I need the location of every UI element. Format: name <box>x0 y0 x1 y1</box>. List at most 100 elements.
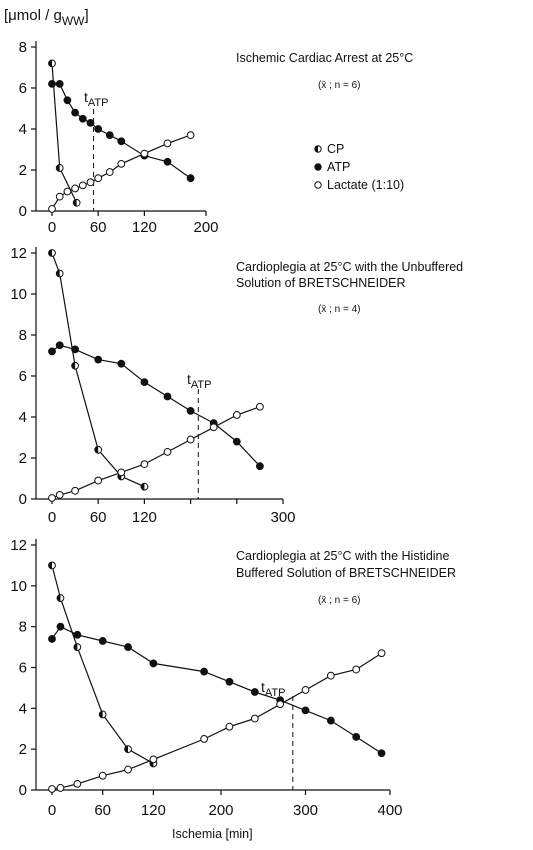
panel-note: (x̄ ; n = 6) <box>318 80 361 91</box>
atp-point <box>94 125 103 133</box>
lactate-point <box>86 178 95 187</box>
y-tick-label: 12 <box>10 245 27 262</box>
y-tick-label: 12 <box>10 537 27 554</box>
atp-point <box>48 347 56 356</box>
legend-label: CP <box>327 142 344 156</box>
x-tick-label: 0 <box>48 802 56 819</box>
atp-point <box>117 359 126 368</box>
legend-label: Lactate (1:10) <box>327 178 404 192</box>
atp-point <box>117 137 126 146</box>
y-tick-label: 0 <box>19 782 27 799</box>
lactate-point <box>78 181 87 190</box>
y-tick-label: 4 <box>19 409 27 426</box>
panel-note: (x̄ ; n = 6) <box>318 595 361 606</box>
atp-point <box>78 114 87 123</box>
x-tick-label: 60 <box>94 802 111 819</box>
atp-point <box>94 355 103 364</box>
t-atp-label: tATP <box>84 89 108 109</box>
atp-point <box>352 733 361 741</box>
t-atp-label: tATP <box>261 679 285 699</box>
cp-point <box>48 561 56 570</box>
lactate-point <box>301 686 310 694</box>
atp-point <box>163 392 172 401</box>
atp-point <box>71 108 79 117</box>
y-unit-label: [μmol / gWW] <box>4 7 89 28</box>
lactate-point <box>225 722 234 731</box>
y-tick-label: 4 <box>19 700 27 717</box>
lactate-point <box>186 435 195 444</box>
atp-point <box>71 345 79 354</box>
y-tick-label: 6 <box>19 660 27 677</box>
lactate-point <box>163 447 172 456</box>
cp-point <box>55 269 64 278</box>
y-tick-label: 10 <box>10 578 27 595</box>
panel-ischemic-arrest: Ischemic Cardiac Arrest at 25°C (x̄ ; n … <box>19 39 414 236</box>
lactate-point <box>140 149 149 158</box>
legend-marker-open <box>314 181 322 189</box>
panel-unbuffered: Cardioplegia at 25°C with the Unbuffered… <box>10 245 463 526</box>
lactate-point <box>209 423 218 432</box>
lactate-point <box>377 649 386 658</box>
atp-point <box>55 341 64 350</box>
atp-point <box>163 157 172 166</box>
lactate-point <box>56 784 65 792</box>
x-tick-label: 400 <box>377 802 402 819</box>
cp-point <box>48 249 56 257</box>
cp-point <box>73 643 82 651</box>
panel-title-line: Buffered Solution of BRETSCHNEIDER <box>236 566 456 580</box>
atp-point <box>48 635 56 643</box>
lactate-point <box>105 168 114 176</box>
lactate-point <box>55 491 64 499</box>
panel-title-line: Cardioplegia at 25°C with the Unbuffered <box>236 260 463 274</box>
cp-point <box>72 198 81 207</box>
y-tick-label: 8 <box>19 619 27 636</box>
x-tick-label: 120 <box>132 219 157 236</box>
atp-point <box>63 96 72 105</box>
x-tick-label: 0 <box>48 219 56 236</box>
atp-point <box>56 622 65 631</box>
lactate-point <box>149 755 158 764</box>
lactate-point <box>276 700 285 709</box>
x-tick-label: 300 <box>270 509 295 526</box>
cp-point <box>124 745 132 754</box>
lactate-point <box>48 205 56 213</box>
lactate-point <box>352 665 361 674</box>
y-tick-label: 2 <box>19 162 27 179</box>
x-tick-label: 200 <box>193 219 218 236</box>
y-tick-label: 2 <box>19 741 27 758</box>
atp-point <box>186 406 195 415</box>
atp-point <box>149 659 158 668</box>
series-line-filled <box>51 625 382 754</box>
lactate-point <box>71 486 79 495</box>
lactate-point <box>48 785 56 793</box>
t-atp-label: tATP <box>187 371 211 391</box>
atp-point <box>232 437 241 446</box>
y-tick-label: 0 <box>19 203 27 220</box>
y-tick-label: 2 <box>19 450 27 467</box>
atp-point <box>98 637 107 645</box>
legend-marker-filled <box>314 163 322 171</box>
y-tick-label: 4 <box>19 121 27 138</box>
lactate-point <box>117 159 126 168</box>
panel-title-line: Ischemic Cardiac Arrest at 25°C <box>236 51 413 65</box>
lactate-point <box>94 476 103 485</box>
y-tick-label: 8 <box>19 327 27 344</box>
atp-point <box>301 706 310 715</box>
lactate-point <box>73 779 82 788</box>
lactate-point <box>200 735 209 743</box>
x-tick-label: 60 <box>90 219 107 236</box>
y-tick-label: 0 <box>19 491 27 508</box>
y-tick-label: 6 <box>19 80 27 97</box>
cp-point <box>140 482 149 491</box>
y-tick-label: 8 <box>19 39 27 56</box>
atp-point <box>140 378 149 387</box>
x-tick-label: 300 <box>293 802 318 819</box>
atp-point <box>326 716 335 725</box>
x-tick-label: 0 <box>48 509 56 526</box>
lactate-point <box>98 771 107 780</box>
y-tick-label: 10 <box>10 286 27 303</box>
lactate-point <box>48 494 56 502</box>
cp-point <box>55 164 64 172</box>
legend-marker-half <box>314 145 322 153</box>
lactate-point <box>71 184 79 193</box>
